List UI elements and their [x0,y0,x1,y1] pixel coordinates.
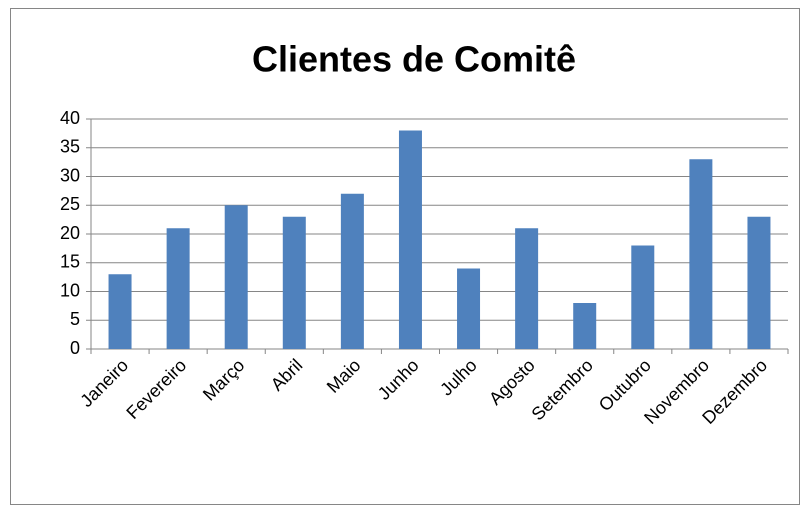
y-tick-label: 20 [60,223,80,243]
y-tick-label: 25 [60,194,80,214]
y-tick-label: 0 [70,338,80,358]
bar [108,274,132,349]
bar [631,245,655,349]
bar [282,216,306,349]
bar [457,268,481,349]
chart-title: Clientes de Comitê [252,39,576,80]
y-tick-label: 15 [60,252,80,272]
y-tick-label: 35 [60,137,80,157]
bar [573,303,597,349]
y-tick-label: 10 [60,280,80,300]
bar [398,130,422,349]
bar [747,216,771,349]
y-tick-label: 30 [60,165,80,185]
bar [340,193,364,349]
bar [515,228,539,349]
y-tick-label: 5 [70,309,80,329]
bar [224,205,248,349]
bar [689,159,713,349]
y-tick-label: 40 [60,108,80,128]
bar [166,228,190,349]
